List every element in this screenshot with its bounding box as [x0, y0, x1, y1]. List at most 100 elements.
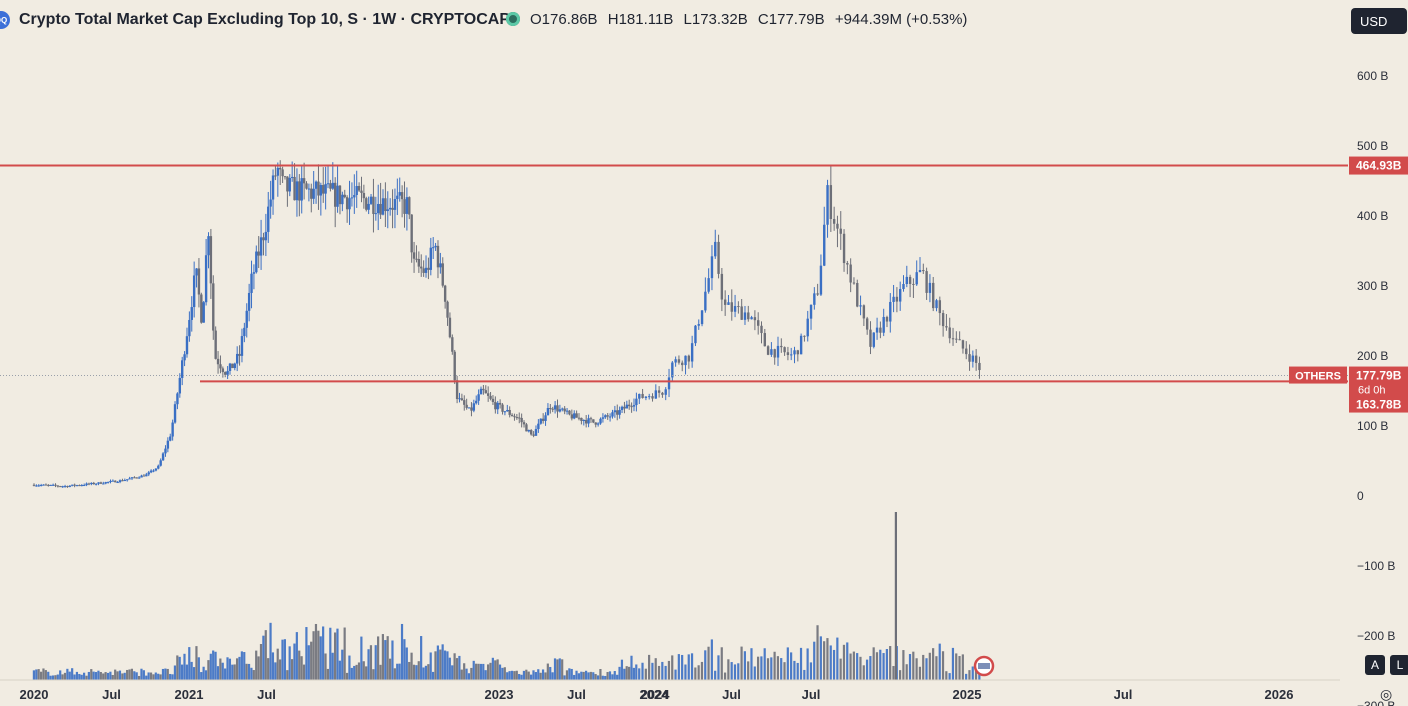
- volume-bar: [740, 646, 743, 680]
- candle-body: [717, 241, 720, 274]
- goto-realtime-icon[interactable]: ◎: [1380, 686, 1393, 702]
- volume-bar: [446, 651, 449, 680]
- volume-bar: [477, 663, 480, 680]
- candle-body: [185, 336, 189, 355]
- symbol-title[interactable]: Crypto Total Market Cap Excluding Top 10…: [19, 11, 511, 28]
- candle-body: [978, 362, 981, 371]
- log-scale-button[interactable]: L: [1390, 655, 1408, 675]
- candle-body: [118, 480, 122, 483]
- volume-bar: [530, 674, 533, 680]
- candle-body: [68, 485, 72, 487]
- volume-bar: [197, 657, 200, 680]
- volume-bar: [707, 646, 710, 680]
- volume-bar: [813, 641, 816, 680]
- volume-bar: [859, 656, 862, 680]
- candle-body: [200, 294, 203, 323]
- candle-body: [879, 327, 882, 333]
- volume-bar: [885, 649, 888, 680]
- auto-scale-button[interactable]: A: [1365, 655, 1385, 675]
- volume-bar: [892, 666, 895, 680]
- candle-body: [786, 352, 790, 356]
- currency-selector-button[interactable]: USD: [1351, 8, 1407, 34]
- candle-body: [255, 251, 258, 273]
- candle-body: [862, 305, 866, 319]
- volume-bar: [443, 650, 447, 680]
- candle-body: [365, 198, 368, 210]
- candle-body: [436, 245, 440, 268]
- volume-bar: [580, 671, 583, 680]
- volume-bar: [231, 664, 234, 680]
- volume-bar: [486, 664, 490, 680]
- candle-body: [681, 362, 684, 366]
- candle-body: [842, 233, 846, 264]
- volume-bar: [714, 670, 717, 680]
- volume-bar: [377, 636, 380, 680]
- y-tick-label: 200 B: [1357, 349, 1388, 363]
- candle-body: [961, 340, 965, 349]
- volume-bar: [687, 654, 690, 680]
- candle-body: [135, 477, 138, 479]
- candle-body: [439, 263, 442, 268]
- candle-body: [479, 388, 483, 395]
- volume-bar: [625, 666, 628, 680]
- volume-bar: [295, 632, 298, 680]
- candle-body: [298, 181, 301, 201]
- volume-bars: [0, 512, 1340, 681]
- volume-bar: [971, 666, 974, 680]
- candle-body: [420, 266, 423, 269]
- candle-body: [338, 185, 342, 205]
- volume-bar: [743, 651, 746, 680]
- candle-body: [714, 241, 717, 257]
- volume-bar: [635, 664, 638, 680]
- candle-body: [169, 436, 172, 441]
- candle-body: [54, 484, 57, 486]
- candle-body: [133, 477, 136, 479]
- cryptocap-logo-icon: QQ: [0, 11, 10, 29]
- candle-body: [369, 196, 373, 204]
- candle-body: [766, 346, 770, 355]
- candle-body: [898, 289, 902, 302]
- candle-body: [109, 480, 112, 482]
- volume-bar: [664, 665, 667, 680]
- candle-body: [104, 482, 107, 484]
- volume-bar: [398, 663, 401, 680]
- volume-bar: [654, 658, 657, 680]
- y-axis[interactable]: 600 B 500 B 400 B 300 B 200 B 100 B 0 −100 B −20…: [1357, 69, 1395, 706]
- candle-body: [121, 480, 124, 482]
- volume-bar: [121, 673, 124, 680]
- candle-body: [611, 412, 614, 417]
- volume-bar: [575, 670, 578, 680]
- candle-body: [895, 296, 899, 302]
- candle-body: [212, 283, 215, 331]
- volume-bar: [565, 670, 569, 680]
- horizontal-lines[interactable]: [0, 164, 1348, 383]
- candle-body: [35, 485, 38, 487]
- candle-body: [958, 339, 961, 341]
- volume-bar: [140, 668, 143, 680]
- volume-bar: [99, 672, 102, 680]
- volume-bar: [551, 672, 554, 680]
- volume-bar: [226, 657, 229, 680]
- candle-body: [520, 417, 523, 423]
- candle-body: [635, 398, 638, 406]
- volume-bar: [641, 662, 644, 680]
- candle-body: [908, 276, 912, 284]
- candle-body: [145, 474, 148, 477]
- volume-bar: [350, 667, 353, 680]
- candle-body: [503, 411, 507, 413]
- candle-body: [806, 318, 809, 337]
- volume-bar: [690, 653, 694, 680]
- volume-bar: [534, 672, 537, 680]
- candle-body: [690, 343, 694, 362]
- bar-countdown-text: 6d 0h: [1358, 385, 1386, 397]
- volume-bar: [281, 639, 284, 680]
- candle-body: [295, 181, 299, 201]
- candle-body: [733, 306, 737, 312]
- candle-body: [648, 396, 651, 398]
- candle-body: [71, 484, 74, 486]
- candle-body: [630, 406, 633, 408]
- candle-body: [362, 192, 366, 199]
- market-status-icon[interactable]: [506, 12, 520, 26]
